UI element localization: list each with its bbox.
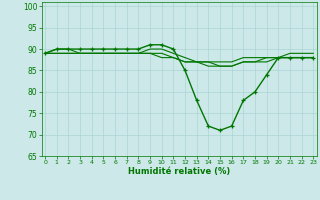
X-axis label: Humidité relative (%): Humidité relative (%) <box>128 167 230 176</box>
